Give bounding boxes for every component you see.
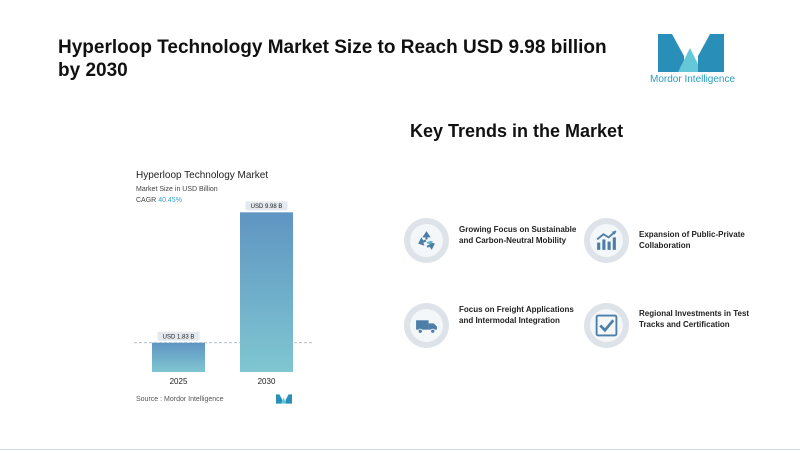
mini-logo-icon	[276, 394, 292, 404]
x-tick-2030: 2030	[258, 377, 276, 386]
chart-cagr: CAGR 40.45%	[136, 197, 182, 204]
trend-item-public-private: Expansion of Public-Private Collaboratio…	[584, 218, 764, 266]
bar-2030	[240, 212, 293, 372]
cagr-label: CAGR	[136, 197, 157, 204]
collaboration-chart-icon	[596, 230, 617, 250]
bar-2025	[152, 342, 205, 372]
bar-plot: USD 1.83 B 2025 USD 9.98 B 2030	[134, 201, 314, 386]
trend-label: Regional Investments in Test Tracks and …	[639, 309, 750, 329]
bottom-divider	[0, 449, 800, 450]
data-label-box	[245, 201, 288, 211]
data-label-2030: USD 9.98 B	[251, 204, 283, 210]
mordor-logo: Mordor Intelligence	[648, 30, 744, 86]
x-tick-2025: 2025	[170, 377, 188, 386]
checkmark-icon	[595, 314, 618, 337]
trends-title: Key Trends in the Market	[410, 121, 624, 141]
trend-label: Growing Focus on Sustainable and Carbon-…	[459, 225, 577, 245]
chart-title: Hyperloop Technology Market	[136, 170, 269, 181]
trend-item-freight: Focus on Freight Applications and Interm…	[404, 303, 584, 351]
data-label-box	[157, 331, 200, 341]
cagr-value: 40.45%	[158, 197, 182, 204]
trend-label: Expansion of Public-Private Collaboratio…	[639, 230, 745, 250]
page-title: Hyperloop Technology Market Size to Reac…	[58, 37, 607, 81]
data-label-2025: USD 1.83 B	[163, 334, 195, 340]
logo-mark-icon	[658, 34, 724, 72]
trend-label: Focus on Freight Applications and Interm…	[459, 305, 574, 325]
logo-wordmark: Mordor Intelligence	[650, 74, 736, 85]
recycle-icon	[418, 231, 435, 250]
trend-item-test-tracks: Regional Investments in Test Tracks and …	[584, 303, 764, 351]
truck-icon	[416, 320, 437, 334]
chart-subtitle: Market Size in USD Billion	[136, 186, 218, 193]
chart-source: Source : Mordor Intelligence	[136, 396, 224, 403]
market-size-chart: Hyperloop Technology Market Market Size …	[134, 168, 324, 408]
trend-item-sustainable-mobility: Growing Focus on Sustainable and Carbon-…	[404, 218, 584, 266]
